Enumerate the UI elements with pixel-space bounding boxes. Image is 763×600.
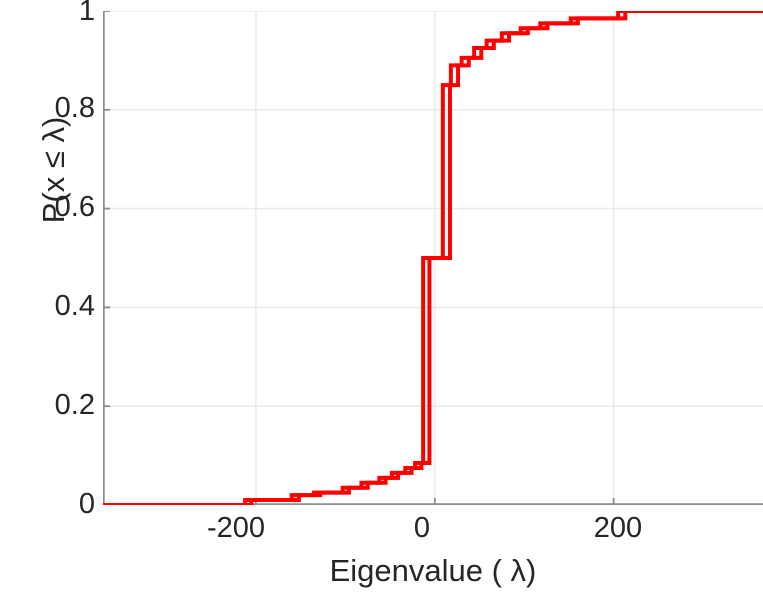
grid-lines xyxy=(103,11,763,505)
y-axis-label-container: P(x ≤ λ) xyxy=(33,20,73,320)
x-tick-label: -200 xyxy=(206,512,266,544)
y-tick-label: 0 xyxy=(78,488,95,520)
y-tick-label: 0.8 xyxy=(54,92,95,124)
plot-svg xyxy=(103,11,763,505)
data-series-group xyxy=(103,11,763,505)
y-tick-label: 0.2 xyxy=(54,389,95,421)
y-axis-label: P(x ≤ λ) xyxy=(35,116,71,224)
y-axis-tick-labels: 1 0.8 0.6 0.4 0.2 0 xyxy=(0,0,95,600)
tick-marks xyxy=(103,11,615,505)
x-tick-label: 0 xyxy=(413,512,431,544)
plot-area xyxy=(103,11,763,505)
series-ecdf-2 xyxy=(103,11,763,505)
y-tick-label: 0.4 xyxy=(54,290,95,322)
y-tick-label: 0.6 xyxy=(54,191,95,223)
x-axis-label: Eigenvalue ( λ) xyxy=(329,553,537,588)
y-tick-label: 1 xyxy=(78,0,95,27)
x-tick-label: 200 xyxy=(593,512,643,544)
